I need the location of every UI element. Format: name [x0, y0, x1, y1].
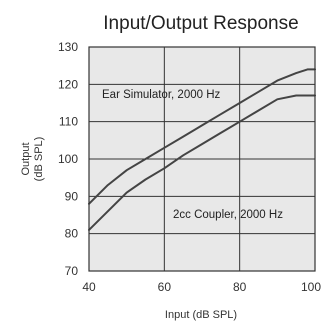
y-tick-label-130: 130 [58, 40, 78, 54]
grid-lines [89, 47, 315, 271]
y-tick-label-90: 90 [65, 189, 79, 203]
y-axis-label: Output (dB SPL) [20, 137, 45, 182]
y-tick-label-70: 70 [65, 264, 79, 278]
annotation-2cc-coupler: 2cc Coupler, 2000 Hz [173, 209, 283, 221]
plot-frame [88, 46, 316, 272]
x-tick-label-40: 40 [82, 280, 96, 294]
y-tick-label-110: 110 [59, 115, 78, 129]
x-tick-label-60: 60 [158, 280, 172, 294]
data-series [88, 68, 316, 231]
y-tick-label-100: 100 [58, 152, 78, 166]
series-line-2 [88, 94, 316, 231]
y-axis-label-line-1: Output [20, 142, 32, 175]
x-tick-label-100: 100 [301, 280, 321, 294]
annotation-ear-simulator: Ear Simulator, 2000 Hz [102, 89, 221, 101]
x-tick-label-80: 80 [233, 280, 247, 294]
axes: 70 80 90 100 110 120 130 40 60 80 100 [58, 40, 321, 294]
x-axis-label: Input (dB SPL) [165, 309, 237, 321]
y-tick-label-120: 120 [58, 77, 78, 91]
y-tick-label-80: 80 [65, 227, 79, 241]
chart-title: Input/Output Response [103, 13, 298, 34]
y-axis-label-line-2: (dB SPL) [33, 137, 45, 182]
series-line-1 [88, 68, 316, 205]
